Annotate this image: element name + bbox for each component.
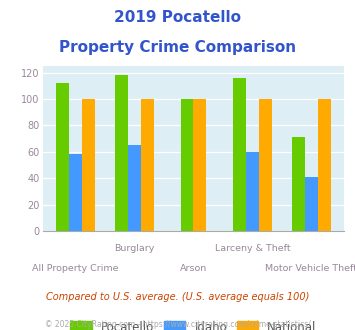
Legend: Pocatello, Idaho, National: Pocatello, Idaho, National bbox=[66, 316, 321, 330]
Text: Motor Vehicle Theft: Motor Vehicle Theft bbox=[265, 264, 355, 273]
Bar bbox=[246, 152, 259, 231]
Text: Property Crime Comparison: Property Crime Comparison bbox=[59, 40, 296, 54]
Text: Arson: Arson bbox=[180, 264, 207, 273]
Bar bbox=[56, 83, 69, 231]
Bar bbox=[181, 99, 193, 231]
Text: © 2025 CityRating.com - https://www.cityrating.com/crime-statistics/: © 2025 CityRating.com - https://www.city… bbox=[45, 320, 310, 329]
Text: 2019 Pocatello: 2019 Pocatello bbox=[114, 10, 241, 25]
Text: Compared to U.S. average. (U.S. average equals 100): Compared to U.S. average. (U.S. average … bbox=[46, 292, 309, 302]
Bar bbox=[233, 78, 246, 231]
Bar bbox=[305, 177, 318, 231]
Bar bbox=[292, 137, 305, 231]
Bar bbox=[82, 99, 95, 231]
Bar bbox=[69, 154, 82, 231]
Text: Larceny & Theft: Larceny & Theft bbox=[214, 244, 290, 253]
Bar bbox=[193, 99, 206, 231]
Bar bbox=[128, 145, 141, 231]
Bar bbox=[318, 99, 331, 231]
Bar bbox=[259, 99, 272, 231]
Bar bbox=[141, 99, 154, 231]
Text: Burglary: Burglary bbox=[114, 244, 155, 253]
Bar bbox=[115, 75, 128, 231]
Text: All Property Crime: All Property Crime bbox=[33, 264, 119, 273]
